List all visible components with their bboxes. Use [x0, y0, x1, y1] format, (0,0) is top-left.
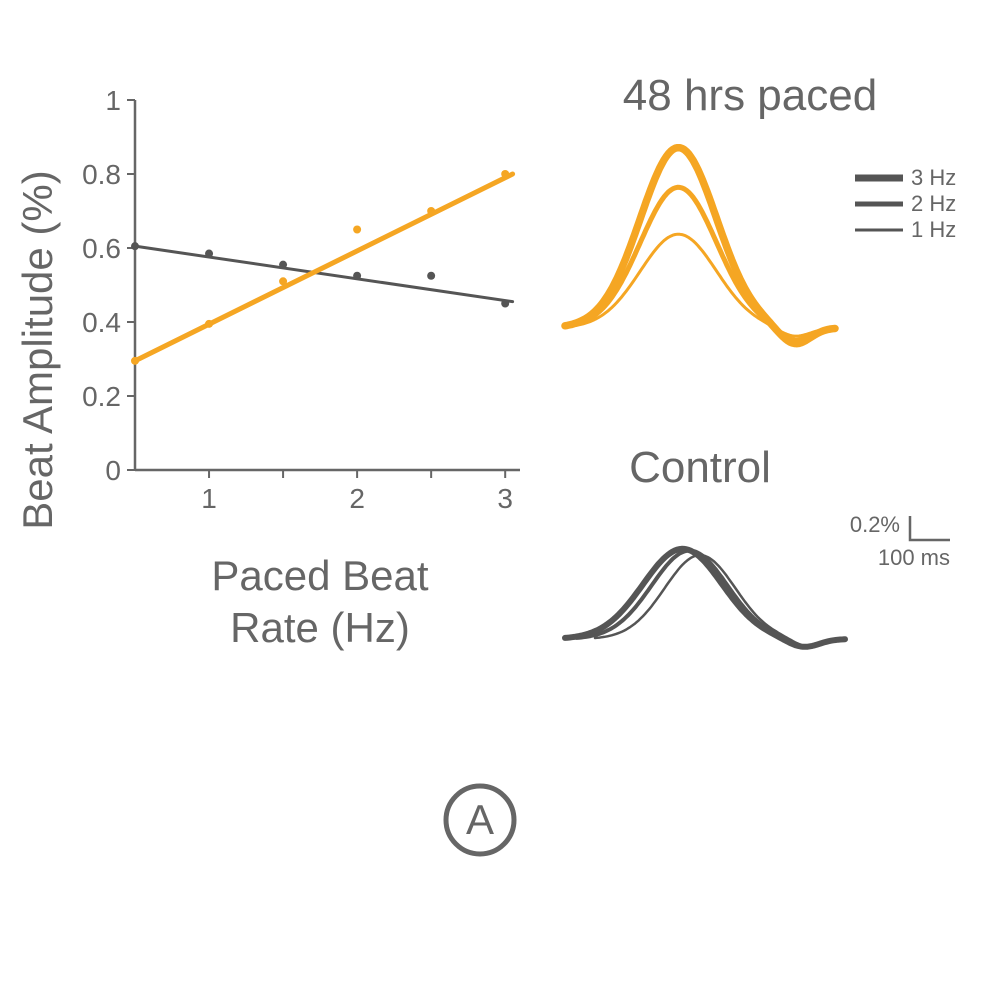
- y-tick-label: 0: [105, 455, 121, 486]
- control-point: [353, 272, 361, 280]
- control-point: [205, 250, 213, 258]
- paced-point: [353, 226, 361, 234]
- scale-x-label: 100 ms: [878, 545, 950, 570]
- y-tick-label: 0.2: [82, 381, 121, 412]
- y-axis-label: Beat Amplitude (%): [20, 170, 61, 530]
- y-tick-label: 0.6: [82, 233, 121, 264]
- y-tick-label: 1: [105, 85, 121, 116]
- paced-traces: [555, 130, 855, 360]
- control-point: [427, 272, 435, 280]
- paced-point: [131, 357, 139, 365]
- scale-bar-lines: [910, 516, 950, 540]
- paced-point: [279, 277, 287, 285]
- legend-label: 3 Hz: [911, 165, 956, 190]
- control-traces: [555, 540, 865, 660]
- scale-y-label: 0.2%: [850, 512, 900, 537]
- control-point: [279, 261, 287, 269]
- y-tick-label: 0.4: [82, 307, 121, 338]
- paced-traces-title: 48 hrs paced: [623, 71, 877, 120]
- paced-trace-1hz: [565, 234, 835, 336]
- paced-point: [427, 207, 435, 215]
- panel-badge-letter: A: [466, 796, 494, 843]
- scatter-plot: Beat Amplitude (%) Paced Beat Rate (Hz) …: [20, 70, 580, 730]
- control-regression-line: [135, 246, 513, 302]
- x-axis-label-1: Paced Beat: [211, 552, 428, 599]
- control-title: Control: [629, 443, 771, 492]
- paced-regression-line: [135, 174, 513, 361]
- control-point: [501, 300, 509, 308]
- paced-point: [501, 170, 509, 178]
- paced-point: [205, 320, 213, 328]
- x-tick-label: 2: [349, 483, 365, 514]
- x-tick-label: 1: [201, 483, 217, 514]
- scale-bar: 0.2% 100 ms: [840, 510, 990, 600]
- legend-label: 1 Hz: [911, 217, 956, 242]
- x-tick-label: 3: [497, 483, 513, 514]
- paced-trace-2hz: [565, 187, 835, 340]
- panel-badge: A: [430, 770, 530, 870]
- legend-label: 2 Hz: [911, 191, 956, 216]
- x-axis-label-2: Rate (Hz): [230, 604, 410, 651]
- control-point: [131, 242, 139, 250]
- paced-traces-title-svg: 48 hrs paced: [540, 60, 960, 130]
- control-title-svg: Control: [590, 440, 890, 500]
- y-tick-label: 0.8: [82, 159, 121, 190]
- trace-legend: 3 Hz2 Hz1 Hz: [855, 160, 995, 250]
